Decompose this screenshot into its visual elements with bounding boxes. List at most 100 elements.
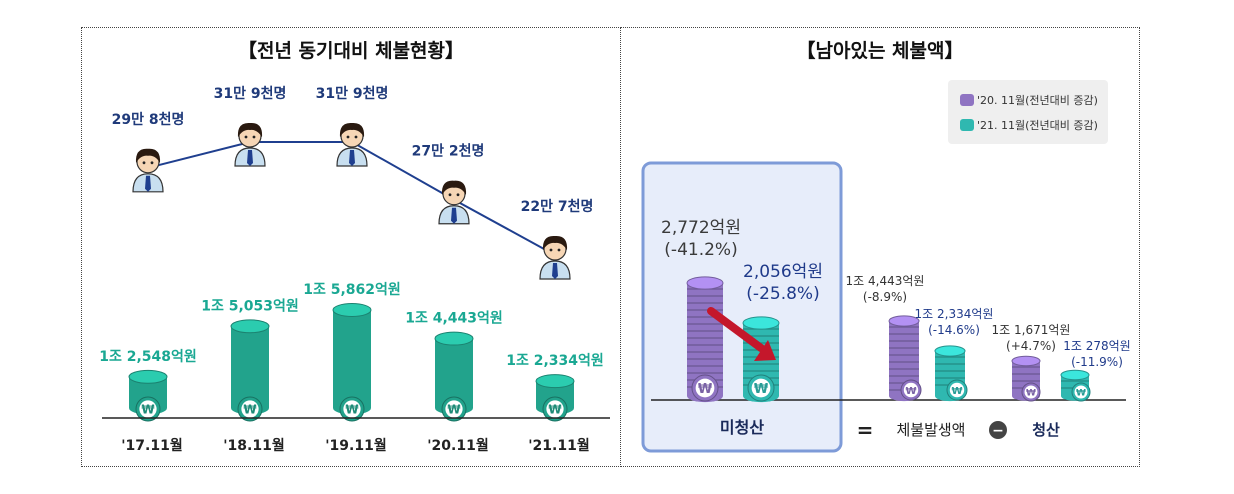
- legend-item-2021: '21. 11월(전년대비 증감): [960, 115, 1098, 135]
- person-tie: [451, 207, 457, 224]
- legend-label-2021: '21. 11월(전년대비 증감): [977, 119, 1098, 132]
- person-eye: [244, 135, 248, 139]
- data-label-occurred-2021: 1조 2,334억원: [915, 307, 994, 321]
- person-hair: [237, 122, 263, 137]
- person-eye: [150, 161, 154, 165]
- person-eye: [346, 135, 350, 139]
- person-marker: [132, 148, 164, 193]
- coin-symbol: ₩: [345, 403, 359, 417]
- x-tick-label: '19.11월: [325, 437, 386, 454]
- cylinder-top: [434, 331, 474, 346]
- cylinder-top: [332, 303, 372, 317]
- cylinder-top: [230, 319, 270, 334]
- person-tie: [145, 175, 151, 192]
- data-label-workers: 31만 9천명: [214, 85, 287, 102]
- coin-icon: ₩: [1021, 382, 1041, 402]
- legend: '20. 11월(전년대비 증감) '21. 11월(전년대비 증감): [948, 80, 1108, 144]
- data-change-occurred-2021: (-14.6%): [928, 323, 980, 337]
- person-eye: [142, 161, 146, 165]
- cylinder-body: [333, 310, 371, 408]
- category-label-occurred: 체불발생액: [896, 421, 965, 439]
- data-label-unpaid-2021: 2,056억원: [743, 262, 823, 282]
- coin-icon: ₩: [691, 374, 719, 402]
- cylinder-top: [686, 276, 724, 290]
- legend-swatch-2020: [960, 94, 974, 106]
- coin-symbol: ₩: [243, 403, 257, 417]
- coin-inner: [241, 400, 259, 418]
- person-tie: [349, 150, 355, 166]
- person-eye: [557, 248, 561, 252]
- coin-icon: ₩: [1071, 382, 1091, 402]
- panel-title-remaining: 【남아있는 체불액】: [796, 40, 964, 62]
- data-change-unpaid-2021: (-25.8%): [746, 284, 819, 304]
- cylinder-top: [888, 315, 920, 327]
- panel-remaining-arrears: 【남아있는 체불액】 ₩ ₩2,772억원 (-41.2%) 2,056억원 (-25.…: [620, 27, 1140, 467]
- coin-icon: ₩: [747, 374, 775, 402]
- cylinder-top: [535, 374, 575, 389]
- coin-symbol: ₩: [905, 386, 916, 397]
- cylinder-top: [1060, 369, 1090, 381]
- legend-swatch-2021: [960, 119, 974, 131]
- data-label-occurred-2020: 1조 4,443억원: [846, 274, 925, 288]
- panel-yoy-status: 【전년 동기대비 체불현황】 29만 8천명 31만 9천명 31만 9천명 27만 …: [81, 27, 621, 467]
- data-label-amount: 1조 2,334억원: [506, 353, 604, 369]
- yoy-chart: 29만 8천명 31만 9천명 31만 9천명 27만 2천명 22만 7천명 ₩1조 2…: [99, 85, 610, 454]
- coin-inner: [139, 400, 157, 418]
- data-label-amount: 1조 5,862억원: [303, 282, 401, 298]
- coin-inner: [949, 382, 965, 398]
- coin-symbol: ₩: [951, 386, 962, 397]
- coin-inner: [1074, 385, 1088, 399]
- panel-title-yoy: 【전년 동기대비 체불현황】: [237, 40, 465, 62]
- data-change-paid-2021: (-11.9%): [1071, 355, 1123, 369]
- person-marker: [234, 122, 266, 167]
- data-change-unpaid-2020: (-41.2%): [664, 240, 737, 260]
- data-change-paid-2020: (+4.7%): [1006, 339, 1056, 353]
- x-tick-label: '17.11월: [121, 437, 182, 454]
- person-hair: [135, 148, 161, 163]
- person-hair: [441, 180, 467, 195]
- data-label-unpaid-2020: 2,772억원: [661, 218, 741, 238]
- coin-inner: [343, 400, 361, 418]
- person-eye: [354, 135, 358, 139]
- legend-item-2020: '20. 11월(전년대비 증감): [960, 90, 1098, 110]
- unpaid-highlight-box: [641, 161, 843, 453]
- coin-inner: [546, 400, 564, 418]
- person-eye: [549, 248, 553, 252]
- cylinder-top: [934, 345, 966, 357]
- data-label-amount: 1조 5,053억원: [201, 298, 299, 314]
- equals-operator: =: [857, 418, 874, 442]
- x-tick-label: '20.11월: [427, 437, 488, 454]
- coin-inner: [1024, 385, 1038, 399]
- person-marker: [539, 235, 571, 280]
- x-tick-label: '21.11월: [528, 437, 589, 454]
- coin-inner: [751, 378, 771, 398]
- cylinder-body: [231, 326, 269, 408]
- data-label-paid-2021: 1조 278억원: [1063, 339, 1130, 353]
- person-hair: [542, 235, 568, 250]
- data-label-workers: 29만 8천명: [112, 111, 185, 128]
- minus-operator: −: [992, 423, 1004, 439]
- data-label-workers: 22만 7천명: [521, 198, 594, 215]
- category-label-paid: 청산: [1032, 421, 1060, 439]
- coin-symbol: ₩: [698, 382, 713, 397]
- coin-icon: ₩: [135, 396, 161, 422]
- cylinder-top: [742, 316, 780, 330]
- data-label-amount: 1조 4,443억원: [405, 311, 503, 327]
- cylinder-top: [1011, 355, 1041, 367]
- decrease-arrow-shaft: [707, 307, 765, 352]
- cylinder-body: [435, 338, 473, 408]
- coin-symbol: ₩: [447, 403, 461, 417]
- coin-inner: [445, 400, 463, 418]
- category-label-unpaid: 미청산: [720, 418, 764, 437]
- data-label-paid-2020: 1조 1,671억원: [992, 323, 1071, 337]
- data-label-workers: 31만 9천명: [316, 85, 389, 102]
- coin-icon: ₩: [237, 396, 263, 422]
- coin-symbol: ₩: [548, 403, 562, 417]
- coin-inner: [695, 378, 715, 398]
- coin-icon: ₩: [900, 379, 922, 401]
- coin-icon: ₩: [441, 396, 467, 422]
- decrease-arrow-head: [754, 340, 776, 361]
- person-eye: [456, 193, 460, 197]
- coin-symbol: ₩: [754, 382, 769, 397]
- coin-symbol: ₩: [1026, 388, 1036, 398]
